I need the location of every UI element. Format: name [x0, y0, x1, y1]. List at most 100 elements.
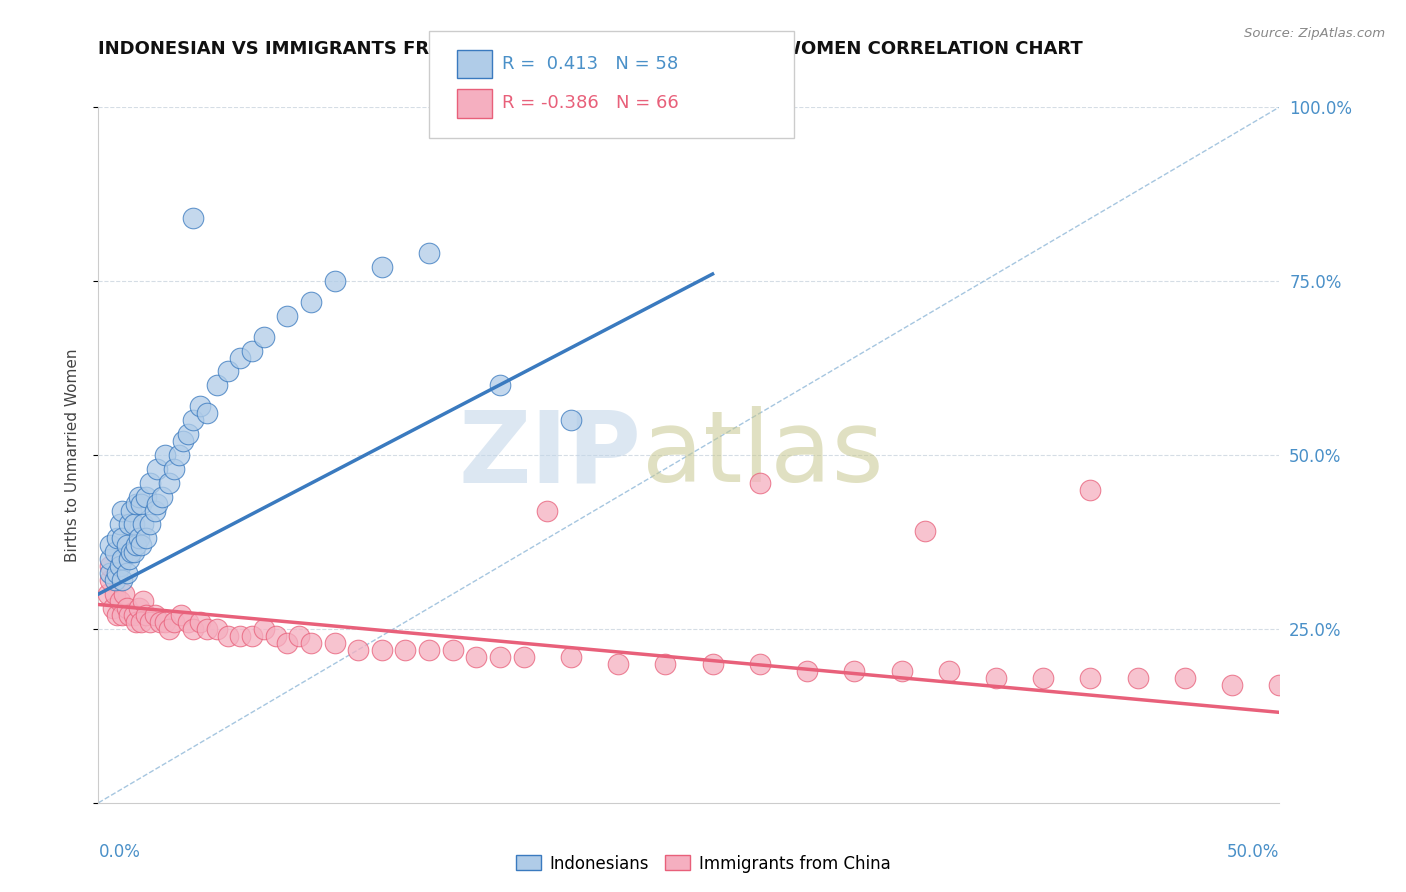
Point [129, 538, 152, 552]
Point [108, 559, 131, 574]
Point [97, 587, 120, 601]
Point [98, 538, 121, 552]
Legend: Indonesians, Immigrants from China: Indonesians, Immigrants from China [509, 848, 897, 880]
Point [240, 343, 263, 358]
Point [111, 503, 134, 517]
Point [146, 462, 169, 476]
Point [188, 399, 211, 413]
Point [465, 649, 488, 664]
Text: atlas: atlas [641, 407, 883, 503]
Point [536, 503, 558, 517]
Point [371, 642, 394, 657]
Point [1080, 483, 1102, 497]
Point [748, 475, 770, 490]
Point [748, 657, 770, 671]
Point [129, 497, 152, 511]
Point [560, 413, 582, 427]
Point [98, 552, 121, 566]
Point [489, 649, 512, 664]
Point [163, 615, 186, 629]
Point [143, 503, 166, 517]
Point [654, 657, 676, 671]
Point [702, 657, 724, 671]
Point [104, 587, 127, 601]
Point [108, 517, 131, 532]
Point [125, 497, 148, 511]
Point [118, 552, 141, 566]
Point [229, 351, 252, 365]
Point [98, 573, 121, 587]
Point [394, 642, 416, 657]
Point [105, 532, 128, 546]
Text: 50.0%: 50.0% [1227, 843, 1279, 861]
Text: INDONESIAN VS IMMIGRANTS FROM CHINA BIRTHS TO UNMARRIED WOMEN CORRELATION CHART: INDONESIAN VS IMMIGRANTS FROM CHINA BIRT… [98, 40, 1083, 58]
Point [139, 475, 162, 490]
Point [150, 490, 173, 504]
Point [118, 607, 141, 622]
Point [111, 607, 134, 622]
Point [1220, 677, 1243, 691]
Point [104, 573, 127, 587]
Point [153, 448, 176, 462]
Point [890, 664, 912, 678]
Y-axis label: Births to Unmarried Women: Births to Unmarried Women [65, 348, 80, 562]
Point [122, 607, 145, 622]
Point [264, 629, 287, 643]
Text: ZIP: ZIP [458, 407, 641, 503]
Point [121, 503, 143, 517]
Point [288, 629, 311, 643]
Point [128, 601, 150, 615]
Point [122, 545, 145, 559]
Point [125, 538, 148, 552]
Point [441, 642, 464, 657]
Point [121, 545, 143, 559]
Point [149, 615, 172, 629]
Point [914, 524, 936, 539]
Point [323, 636, 346, 650]
Point [111, 552, 134, 566]
Point [177, 615, 200, 629]
Point [607, 657, 630, 671]
Point [101, 601, 124, 615]
Point [128, 532, 150, 546]
Point [240, 629, 263, 643]
Point [217, 629, 239, 643]
Point [276, 309, 298, 323]
Point [132, 517, 155, 532]
Point [153, 615, 176, 629]
Point [1032, 671, 1054, 685]
Point [163, 462, 186, 476]
Point [98, 566, 121, 581]
Point [1268, 677, 1291, 691]
Point [347, 642, 370, 657]
Point [181, 211, 204, 226]
Point [135, 490, 157, 504]
Point [177, 427, 200, 442]
Point [112, 587, 135, 601]
Point [299, 294, 322, 309]
Point [195, 622, 218, 636]
Point [229, 629, 252, 643]
Point [108, 594, 131, 608]
Point [104, 545, 127, 559]
Point [111, 573, 134, 587]
Point [299, 636, 322, 650]
Point [115, 601, 138, 615]
Point [323, 274, 346, 288]
Point [170, 607, 193, 622]
Point [181, 413, 204, 427]
Point [125, 615, 148, 629]
Point [135, 532, 157, 546]
Point [276, 636, 298, 650]
Point [984, 671, 1007, 685]
Point [128, 490, 150, 504]
Point [98, 559, 121, 574]
Point [418, 642, 440, 657]
Point [418, 246, 440, 260]
Point [512, 649, 534, 664]
Point [938, 664, 960, 678]
Point [371, 260, 394, 274]
Point [146, 497, 169, 511]
Point [1126, 671, 1149, 685]
Point [205, 622, 228, 636]
